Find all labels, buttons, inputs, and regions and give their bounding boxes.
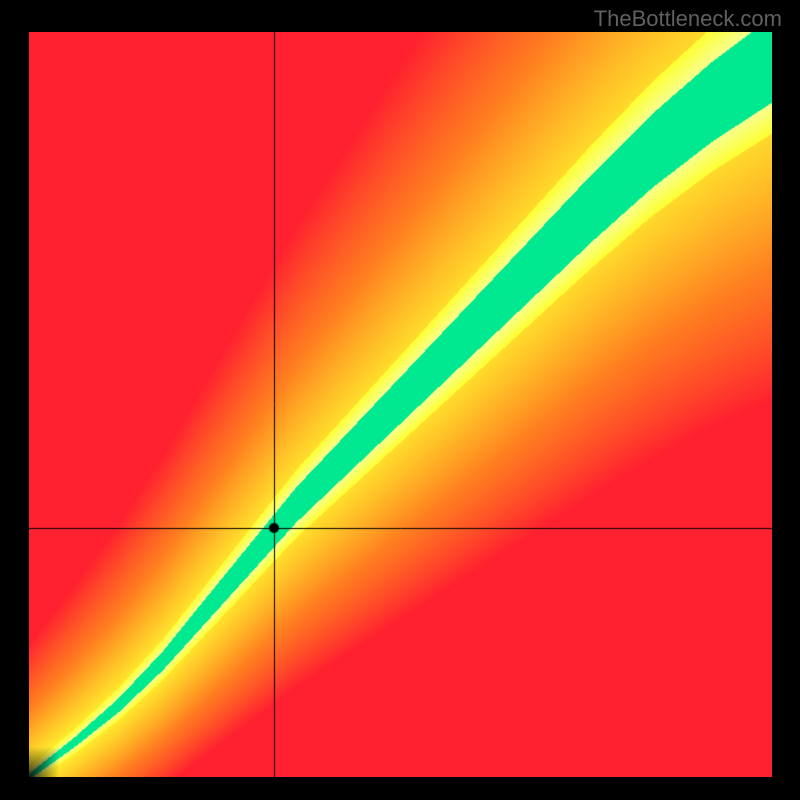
- heatmap-plot: [29, 32, 772, 777]
- chart-container: TheBottleneck.com: [0, 0, 800, 800]
- watermark-text: TheBottleneck.com: [594, 6, 782, 32]
